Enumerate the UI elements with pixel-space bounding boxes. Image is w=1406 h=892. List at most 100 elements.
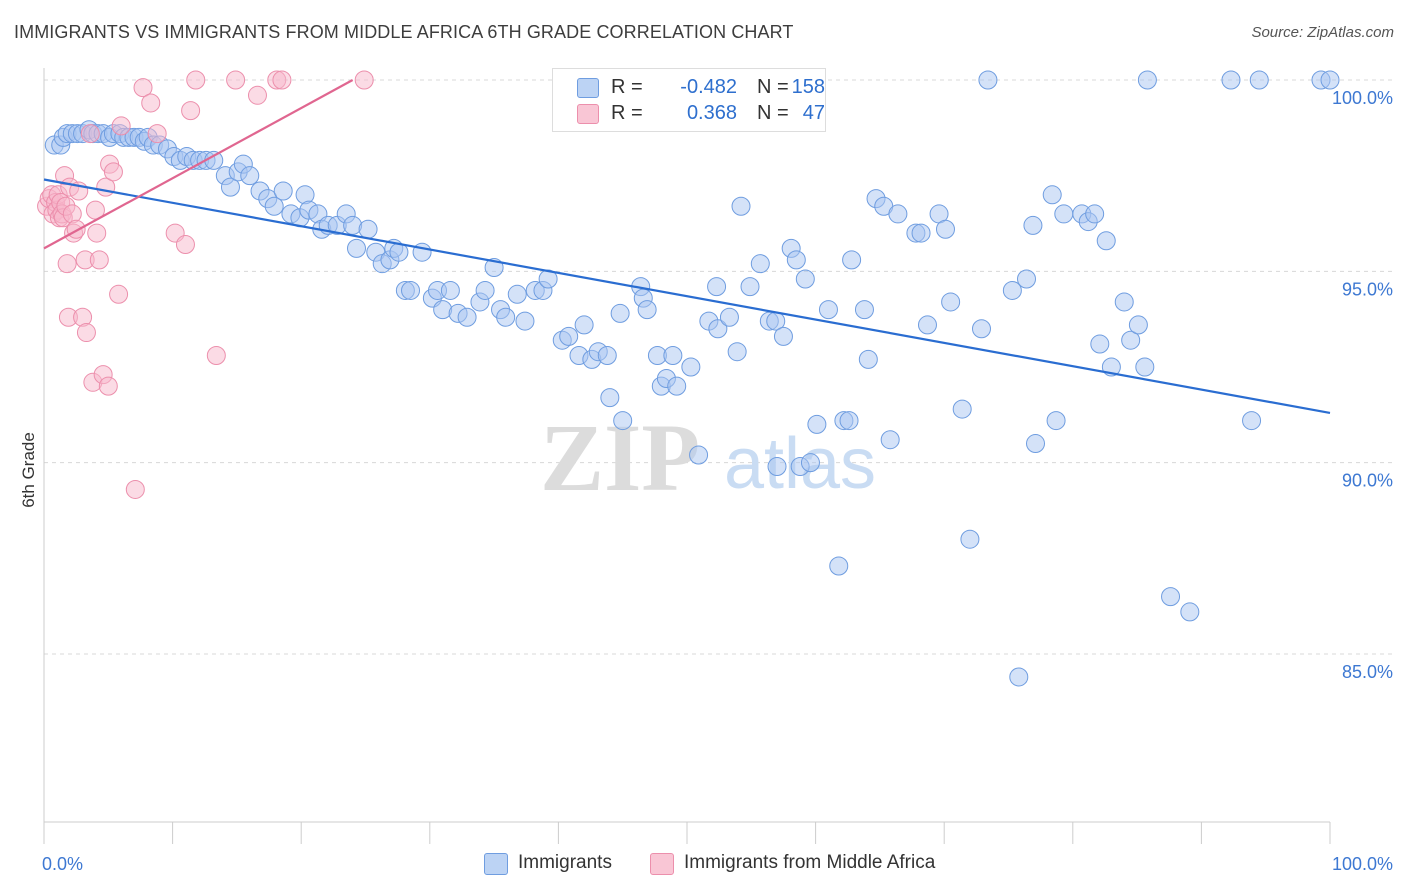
- legend-swatch-pink: [577, 104, 599, 124]
- data-point: [1114, 292, 1134, 312]
- data-point: [610, 303, 630, 323]
- legend-n-label: N =: [757, 102, 789, 124]
- data-point: [719, 307, 739, 327]
- data-point: [880, 430, 900, 450]
- data-point: [57, 254, 77, 274]
- legend-swatch-blue: [577, 78, 599, 98]
- data-point: [854, 300, 874, 320]
- data-point: [1042, 185, 1062, 205]
- data-point: [842, 250, 862, 270]
- legend-r-label: R =: [611, 102, 643, 124]
- tick-labels: 100.0% 95.0% 90.0% 85.0% 0.0% 100.0%: [42, 88, 1393, 874]
- data-point: [818, 300, 838, 320]
- data-point: [240, 166, 260, 186]
- data-point: [1161, 587, 1181, 607]
- data-point: [401, 280, 421, 300]
- data-point: [206, 346, 226, 366]
- series-immigrants: [44, 70, 1340, 687]
- data-point: [911, 223, 931, 243]
- data-point: [1096, 231, 1116, 251]
- correlation-legend: R = -0.482 N = 158 R = 0.368 N = 47: [552, 68, 826, 132]
- data-point: [740, 277, 760, 297]
- data-point: [89, 250, 109, 270]
- data-point: [1090, 334, 1110, 354]
- x-tick-label: 0.0%: [42, 854, 83, 874]
- x-tick-label: 100.0%: [1332, 854, 1393, 874]
- data-point: [1128, 315, 1148, 335]
- data-point: [750, 254, 770, 274]
- legend-n-value: 47: [802, 102, 825, 124]
- data-point: [141, 93, 161, 113]
- data-point: [346, 238, 366, 258]
- trend-line-middle-africa: [43, 79, 354, 250]
- data-point: [800, 453, 820, 473]
- trend-lines: [43, 79, 1331, 415]
- y-tick-label: 95.0%: [1342, 279, 1393, 299]
- data-point: [1023, 215, 1043, 235]
- data-point: [496, 307, 516, 327]
- data-point: [133, 78, 153, 98]
- data-point: [1046, 411, 1066, 431]
- data-point: [935, 219, 955, 239]
- data-point: [731, 196, 751, 216]
- y-tick-label: 90.0%: [1342, 471, 1393, 491]
- data-point: [1017, 269, 1037, 289]
- data-point: [941, 292, 961, 312]
- trend-line-immigrants: [43, 178, 1331, 415]
- data-point: [103, 162, 123, 182]
- y-tick-label: 100.0%: [1332, 88, 1393, 108]
- data-point: [971, 319, 991, 339]
- data-point: [1054, 204, 1074, 224]
- legend-r-label: R =: [611, 76, 643, 98]
- data-point: [795, 269, 815, 289]
- data-point: [181, 101, 201, 121]
- data-point: [186, 70, 206, 90]
- data-point: [98, 376, 118, 396]
- data-point: [1320, 70, 1340, 90]
- data-point: [125, 479, 145, 499]
- series-legend: Immigrants Immigrants from Middle Africa: [0, 852, 1406, 876]
- data-point: [1085, 204, 1105, 224]
- data-point: [457, 307, 477, 327]
- data-point: [689, 445, 709, 465]
- data-point: [829, 556, 849, 576]
- data-point: [1135, 357, 1155, 377]
- data-point: [773, 326, 793, 346]
- data-point: [76, 323, 96, 343]
- data-point: [1002, 280, 1022, 300]
- data-point: [111, 116, 131, 136]
- data-point: [613, 411, 633, 431]
- legend-r-value: -0.482: [680, 76, 737, 98]
- data-point: [1026, 434, 1046, 454]
- data-point: [272, 70, 292, 90]
- data-point: [600, 388, 620, 408]
- data-point: [1121, 330, 1141, 350]
- data-point: [354, 70, 374, 90]
- data-point: [440, 280, 460, 300]
- data-point: [786, 250, 806, 270]
- y-tick-label: 85.0%: [1342, 662, 1393, 682]
- data-point: [1249, 70, 1269, 90]
- legend-n-value: 158: [791, 76, 825, 98]
- data-point: [559, 326, 579, 346]
- legend-r-value: 0.368: [686, 102, 737, 124]
- data-point: [637, 300, 657, 320]
- data-point: [839, 411, 859, 431]
- legend-label-middle-africa: Immigrants from Middle Africa: [684, 852, 936, 873]
- data-point: [1180, 602, 1200, 622]
- data-point: [667, 376, 687, 396]
- data-point: [707, 277, 727, 297]
- data-point: [147, 124, 167, 144]
- data-point: [917, 315, 937, 335]
- data-point: [727, 342, 747, 362]
- data-point: [507, 284, 527, 304]
- data-point: [1221, 70, 1241, 90]
- data-point: [858, 349, 878, 369]
- data-point: [226, 70, 246, 90]
- data-point: [273, 181, 293, 201]
- data-point: [515, 311, 535, 331]
- data-point: [960, 529, 980, 549]
- data-point: [358, 219, 378, 239]
- data-point: [574, 315, 594, 335]
